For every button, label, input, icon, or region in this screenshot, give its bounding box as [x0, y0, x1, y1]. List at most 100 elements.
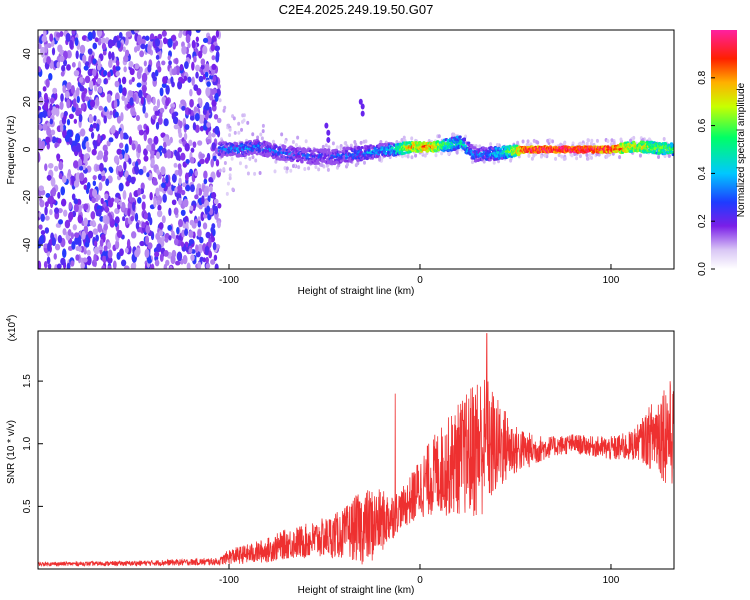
spectrogram-noise-cell [189, 184, 195, 193]
spectrogram-noise-cell [158, 145, 164, 151]
spectrogram-noise-cell [200, 58, 206, 66]
spectrogram-noise-cell [197, 229, 202, 238]
spectrogram-noise-cell [185, 247, 190, 253]
spectrogram-noise-cell [211, 55, 216, 61]
spectrogram-noise-cell [116, 229, 123, 239]
spectrogram-signal-cell [421, 147, 425, 151]
spectrogram-noise-cell [161, 96, 167, 104]
spectrogram-noise-cell [75, 109, 81, 117]
spectrogram-noise-cell [153, 198, 157, 208]
spectrogram-noise-cell [95, 234, 99, 242]
spectrogram-noise-cell [86, 249, 91, 256]
spectrogram-noise-cell [102, 50, 107, 56]
spectrogram-signal-cell [297, 155, 302, 159]
spectrogram-haze-cell [242, 118, 246, 123]
spectrogram-haze-cell [662, 137, 666, 142]
spectrogram-haze-cell [607, 152, 611, 157]
spectrogram-haze-cell [228, 133, 232, 138]
spectrogram-noise-cell [122, 190, 127, 200]
spectrogram-noise-cell [76, 95, 80, 104]
spectrogram-noise-cell [127, 208, 131, 217]
spectrogram-blob-cell [360, 110, 365, 117]
spectrogram-noise-cell [204, 101, 210, 111]
spectrogram-haze-cell [590, 155, 594, 160]
spectrogram-noise-cell [114, 111, 119, 118]
spectrogram-noise-cell [167, 55, 171, 61]
colorbar-tick-label: 0.0 [697, 262, 708, 276]
spectrogram-noise-cell [128, 157, 132, 165]
spectrogram-noise-cell [81, 230, 86, 240]
spectrogram-signal-cell [359, 150, 363, 154]
spectrogram-noise-cell [170, 34, 177, 42]
spectrogram-noise-cell [159, 253, 164, 262]
spectrogram-noise-cell [130, 215, 135, 222]
spectrogram-panel: -100 0 100 -40 -20 0 20 40 Height of straight … [6, 29, 675, 297]
spectrogram-haze-cell [526, 139, 530, 144]
spectrogram-noise-cell [66, 262, 71, 269]
spectrogram-noise-cell [51, 136, 57, 144]
spectrogram-noise-cell [125, 31, 132, 38]
spectrogram-noise-cell [87, 98, 92, 109]
spectrogram-noise-cell [159, 87, 164, 97]
spectrogram-noise-cell [46, 256, 51, 265]
spectrogram-noise-cell [204, 71, 209, 78]
spectrogram-signal-cell [338, 150, 342, 154]
spectrogram-noise-cell [122, 46, 126, 52]
spectrogram-noise-cell [124, 143, 129, 154]
spectrogram-noise-cell [156, 98, 161, 109]
spectrogram-haze-cell [536, 140, 540, 145]
spectrogram-signal-cell [364, 147, 369, 151]
spectrogram-noise-cell [138, 124, 143, 131]
spectrogram-noise-cell [79, 85, 85, 92]
spectrogram-noise-cell [136, 82, 142, 88]
spectrogram-noise-cell [194, 170, 199, 177]
spectrogram-noise-cell [119, 248, 124, 257]
spectrogram-haze-cell [225, 191, 229, 196]
spectrogram-signal-cell [349, 159, 353, 163]
spectrogram-noise-cell [60, 124, 64, 133]
spectrogram-haze-cell [362, 139, 366, 144]
spectrogram-noise-cell [54, 142, 58, 149]
spectrogram-haze-cell [273, 169, 277, 174]
spectrogram-noise-cell [189, 115, 195, 121]
spectrogram-noise-cell [144, 248, 150, 258]
spectrogram-noise-cell [212, 155, 217, 162]
spectrogram-noise-cell [133, 165, 138, 173]
spectrogram-x-tick-label: 100 [603, 275, 620, 286]
spectrogram-noise-cell [49, 33, 54, 42]
spectrogram-noise-cell [112, 260, 117, 269]
spectrogram-noise-cell [66, 64, 71, 71]
spectrogram-noise-cell [124, 97, 128, 106]
spectrogram-noise-cell [52, 87, 58, 94]
spectrogram-noise-cell [107, 265, 112, 269]
spectrogram-noise-cell [189, 88, 193, 97]
spectrogram-noise-cell [155, 54, 160, 60]
spectrogram-noise-cell [100, 197, 104, 205]
spectrogram-signal-cell [663, 142, 668, 146]
spectrogram-noise-cell [99, 162, 104, 172]
spectrogram-haze-cell [303, 167, 307, 172]
spectrogram-haze-cell [612, 140, 616, 145]
spectrogram-haze-cell [618, 155, 622, 160]
spectrogram-noise-cell [154, 259, 160, 267]
spectrogram-noise-cell [44, 201, 49, 208]
spectrogram-haze-cell [667, 153, 671, 158]
spectrogram-haze-cell [271, 139, 275, 144]
spectrogram-noise-cell [71, 62, 76, 68]
spectrogram-noise-cell [152, 180, 158, 186]
spectrogram-noise-cell [181, 182, 187, 188]
spectrogram-noise-cell [208, 106, 212, 114]
spectrogram-noise-cell [114, 208, 119, 214]
spectrogram-noise-cell [125, 180, 130, 187]
spectrogram-noise-cell [161, 215, 166, 224]
spectrogram-noise-cell [99, 238, 104, 247]
spectrogram-haze-cell [610, 138, 614, 143]
spectrogram-noise-cell [163, 249, 169, 257]
spectrogram-noise-cell [147, 44, 152, 55]
spectrogram-noise-cell [124, 247, 129, 254]
spectrogram-noise-cell [133, 30, 140, 34]
spectrogram-noise-cell [101, 265, 106, 269]
spectrogram-y-tick-label: -40 [22, 237, 33, 252]
spectrogram-noise-cell [141, 221, 146, 229]
spectrogram-haze-cell [291, 163, 295, 168]
